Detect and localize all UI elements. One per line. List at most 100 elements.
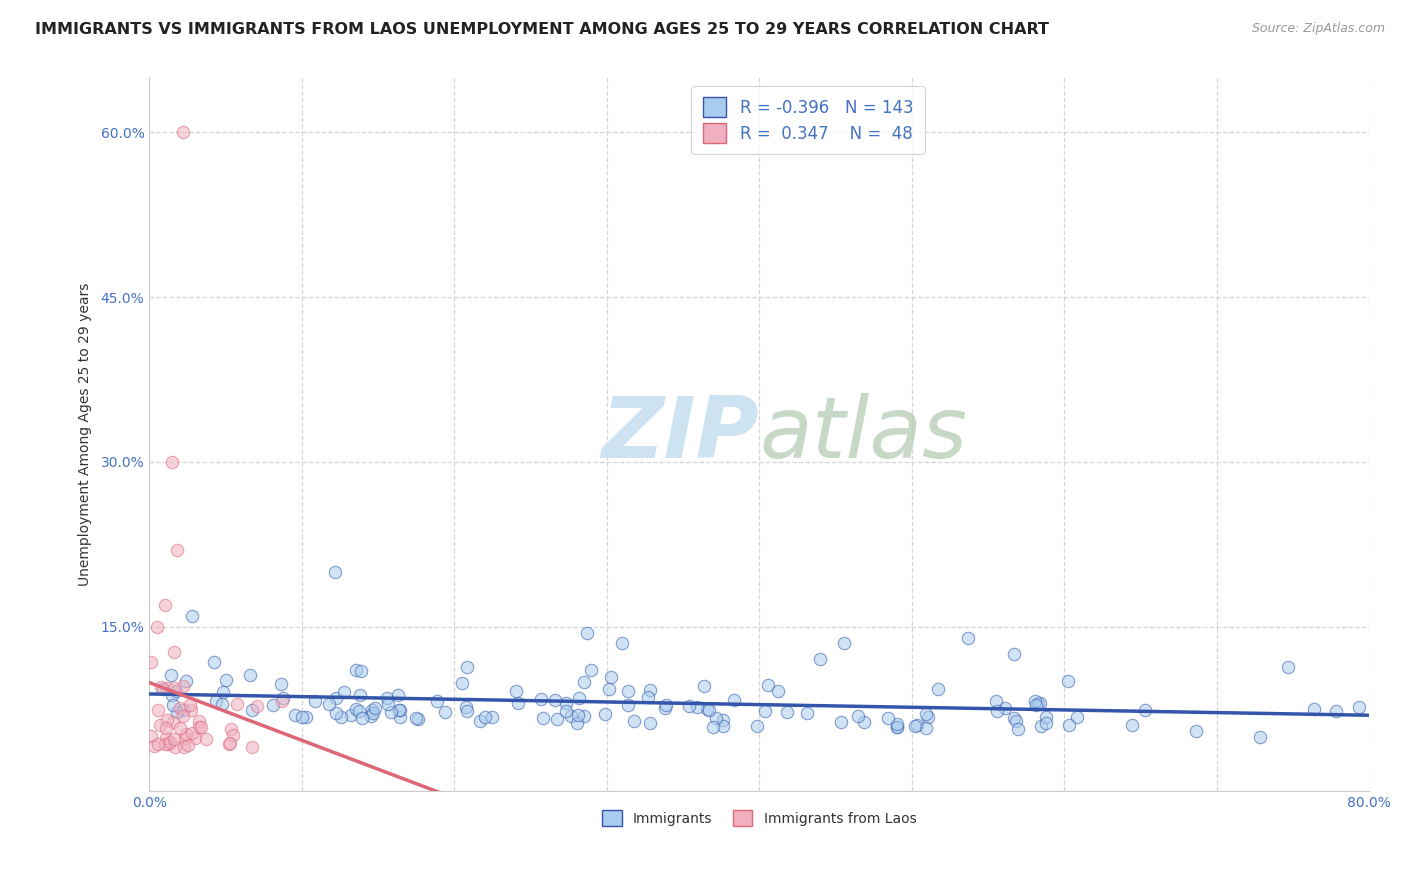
Point (1024, 694, 1046, 708)
Point (246, 698, 269, 713)
Point (481, 710, 503, 724)
Point (325, 706, 347, 720)
Point (349, 688, 371, 702)
Point (153, 598, 176, 612)
Point (363, 706, 385, 721)
Point (886, 716, 908, 731)
Point (162, 715, 184, 730)
Point (183, 731, 205, 746)
Point (433, 706, 456, 720)
Point (162, 698, 184, 712)
Point (202, 655, 225, 669)
Point (225, 698, 247, 712)
Point (1007, 722, 1029, 736)
Point (1277, 659, 1299, 673)
Point (1066, 709, 1088, 723)
Point (599, 669, 621, 683)
Point (617, 684, 640, 698)
Point (505, 684, 527, 698)
Point (360, 709, 382, 723)
Point (405, 711, 427, 725)
Point (830, 714, 852, 729)
Point (1035, 710, 1057, 724)
Point (796, 706, 818, 721)
Point (143, 739, 166, 753)
Point (387, 688, 409, 702)
Point (271, 691, 294, 706)
Point (389, 703, 412, 717)
Point (160, 668, 183, 682)
Point (291, 710, 314, 724)
Point (544, 693, 567, 707)
Point (654, 698, 676, 713)
Y-axis label: Unemployment Among Ages 25 to 29 years: Unemployment Among Ages 25 to 29 years (79, 283, 93, 586)
Point (350, 664, 373, 678)
Point (219, 736, 242, 750)
Point (766, 684, 789, 698)
Point (364, 701, 387, 715)
Point (426, 693, 449, 707)
Point (572, 709, 595, 723)
Point (406, 712, 429, 726)
Text: Source: ZipAtlas.com: Source: ZipAtlas.com (1251, 22, 1385, 36)
Point (157, 738, 180, 752)
Point (546, 712, 568, 726)
Point (388, 703, 411, 717)
Point (1348, 700, 1371, 714)
Point (181, 726, 204, 740)
Point (711, 713, 734, 727)
Point (451, 676, 474, 690)
Point (776, 706, 799, 720)
Point (318, 698, 340, 712)
Point (754, 705, 776, 719)
Point (172, 709, 194, 723)
Point (163, 732, 186, 747)
Point (617, 698, 640, 712)
Point (181, 609, 204, 624)
Point (325, 690, 347, 705)
Point (638, 683, 661, 698)
Point (174, 727, 197, 741)
Point (163, 681, 186, 695)
Point (623, 714, 645, 728)
Point (205, 694, 228, 708)
Point (149, 718, 172, 732)
Point (380, 705, 402, 719)
Point (172, 703, 194, 717)
Point (173, 731, 195, 746)
Point (723, 693, 745, 707)
Point (1185, 723, 1208, 738)
Point (640, 715, 662, 730)
Point (172, 125, 194, 139)
Point (637, 690, 659, 704)
Point (340, 708, 363, 723)
Point (163, 739, 186, 754)
Point (474, 710, 496, 724)
Point (575, 626, 598, 640)
Point (194, 731, 217, 746)
Point (146, 737, 169, 751)
Point (1135, 702, 1157, 716)
Point (905, 718, 928, 732)
Point (572, 674, 595, 689)
Point (174, 674, 197, 689)
Point (904, 719, 927, 733)
Point (156, 713, 179, 727)
Point (711, 719, 734, 733)
Point (222, 729, 245, 743)
Point (927, 681, 949, 696)
Point (240, 703, 263, 717)
Point (1302, 702, 1324, 716)
Point (654, 701, 676, 715)
Point (686, 700, 709, 714)
Point (1029, 719, 1052, 733)
Point (456, 704, 478, 718)
Point (886, 720, 908, 734)
Point (454, 699, 477, 714)
Point (271, 693, 294, 707)
Point (917, 710, 939, 724)
Point (696, 702, 718, 716)
Point (914, 707, 936, 722)
Text: IMMIGRANTS VS IMMIGRANTS FROM LAOS UNEMPLOYMENT AMONG AGES 25 TO 29 YEARS CORREL: IMMIGRANTS VS IMMIGRANTS FROM LAOS UNEMP… (35, 22, 1049, 37)
Point (678, 699, 700, 714)
